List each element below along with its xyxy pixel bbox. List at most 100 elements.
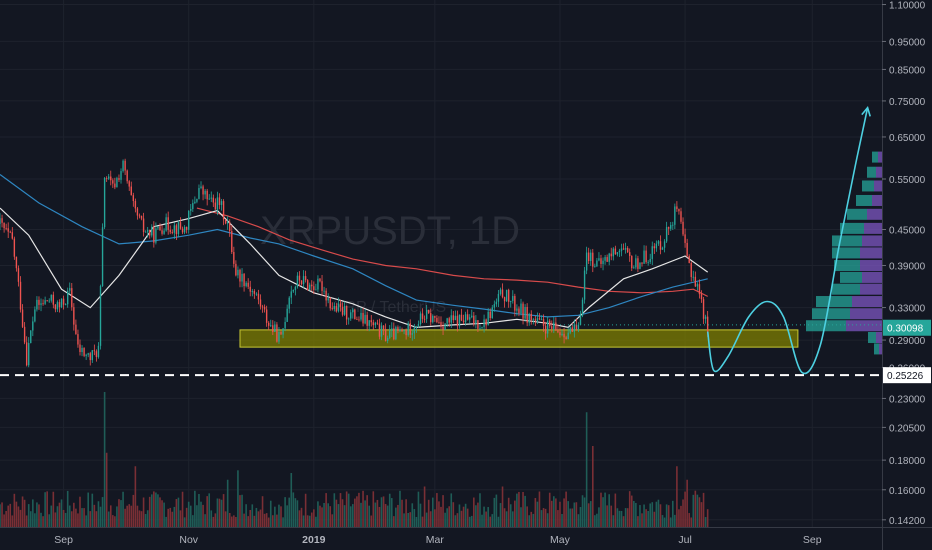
volume-bar-2019-01-22 (356, 496, 358, 527)
volume-bar-2018-12-18 (284, 497, 286, 527)
candle-2018-12-20 (288, 297, 290, 309)
volume-bar-2019-02-20 (415, 516, 418, 527)
volume-bar-2019-04-14 (524, 495, 526, 527)
volume-bar-2019-06-15 (651, 502, 654, 527)
volume-bar-2018-12-07 (261, 496, 264, 527)
volume-bar-2019-05-30 (618, 510, 621, 527)
candle-2019-05-28 (614, 248, 617, 255)
volume-bar-2018-10-13 (148, 496, 151, 527)
volume-bar-2018-08-11 (19, 509, 22, 527)
volume-bar-2018-11-02 (189, 505, 192, 527)
candle-2019-06-24 (670, 225, 672, 229)
candle-2018-09-30 (122, 160, 124, 172)
candle-2018-10-06 (134, 201, 137, 209)
price-label-9: 0.29000 (889, 336, 926, 347)
candle-2018-08-19 (36, 299, 38, 310)
volume-bar-2018-10-12 (146, 510, 149, 527)
volume-bar-2019-06-11 (643, 504, 645, 527)
candle-2018-10-21 (165, 217, 167, 231)
candle-2019-04-17 (530, 313, 532, 320)
volume-bar-2019-03-07 (446, 508, 448, 527)
candle-2018-10-11 (144, 231, 147, 233)
candle-2018-10-28 (179, 222, 182, 229)
volume-bar-2018-11-21 (228, 512, 231, 527)
volume-bar-2019-03-29 (491, 514, 494, 527)
candle-2018-10-02 (126, 170, 128, 182)
volume-bar-2019-07-05 (692, 494, 695, 527)
candle-2019-03-26 (485, 319, 487, 326)
volume-bar-2019-02-18 (411, 503, 414, 527)
volume-bar-2019-05-16 (589, 501, 592, 527)
volume-bar-2018-09-21 (103, 392, 106, 527)
price-label-2: 0.85000 (889, 65, 926, 76)
volume-bar-2018-10-04 (130, 505, 133, 527)
time-label-5: Jul (678, 534, 691, 546)
volume-bar-2019-05-05 (567, 501, 569, 527)
volume-bar-2019-02-15 (405, 499, 407, 527)
candle-2019-01-30 (372, 322, 375, 326)
volume-bar-2019-03-27 (487, 507, 489, 527)
volume-bar-2018-10-03 (128, 504, 131, 527)
candle-2019-04-02 (499, 289, 502, 294)
volume-bar-2018-11-25 (237, 470, 239, 527)
volume-bar-2019-03-26 (485, 511, 487, 527)
volume-bar-2019-02-06 (386, 505, 389, 527)
volume-bar-2019-03-19 (470, 515, 473, 527)
volume-bar-2018-12-24 (296, 500, 299, 527)
volume-bar-2018-11-14 (214, 513, 217, 527)
volume-bar-2019-05-20 (598, 507, 600, 527)
candle-2018-09-05 (71, 288, 73, 308)
volume-bar-2019-05-31 (620, 510, 623, 527)
volume-bar-2019-06-17 (655, 501, 658, 527)
candles (0, 158, 709, 368)
volume-bar-2019-03-12 (456, 513, 459, 527)
volume-bar-2018-08-17 (32, 499, 34, 527)
candle-2018-09-10 (81, 347, 83, 353)
volume-bar-2018-12-19 (286, 505, 288, 527)
volume-bar-2018-08-01 (0, 504, 1, 527)
price-label-15: 0.14200 (889, 516, 926, 527)
candle-2018-10-26 (175, 225, 178, 235)
candle-2018-08-01 (0, 218, 1, 224)
volume-bar-2019-01-06 (323, 502, 325, 527)
candle-2019-02-11 (397, 327, 399, 331)
support-zone (239, 329, 799, 348)
volume-bar-2018-12-06 (259, 509, 262, 527)
candle-2018-08-21 (40, 303, 42, 305)
volume-bar-2018-08-03 (3, 514, 5, 527)
volume-profile-bar-1-down (876, 166, 882, 178)
candle-2018-08-20 (38, 299, 40, 305)
candle-2018-08-17 (32, 321, 34, 331)
volume-bar-2019-04-07 (509, 504, 512, 527)
candle-2018-12-21 (290, 291, 292, 298)
volume-profile-bar-11-down (852, 296, 882, 308)
volume-bar-2018-09-26 (114, 516, 116, 527)
candle-2019-05-19 (596, 260, 598, 267)
volume-bar-2019-06-21 (663, 517, 666, 527)
candle-2019-01-03 (317, 278, 319, 290)
volume-bar-2019-03-06 (444, 512, 446, 527)
volume-profile-bar-1-up (867, 166, 876, 178)
candle-2019-04-21 (538, 318, 541, 320)
candle-2019-03-02 (436, 317, 438, 323)
candle-2018-09-25 (112, 180, 114, 184)
volume-bar-2019-02-16 (407, 512, 409, 527)
volume-bar-2019-01-04 (319, 505, 321, 527)
candle-2018-11-22 (231, 230, 233, 253)
volume-bar-2019-05-17 (591, 446, 594, 527)
candle-2018-11-14 (214, 202, 217, 210)
candle-2019-03-18 (469, 317, 471, 320)
volume-bar-2019-07-08 (698, 497, 701, 527)
volume-bar-2019-05-04 (565, 491, 567, 527)
volume-bar-2019-05-27 (612, 515, 615, 527)
volume-profile-bar-4-down (867, 208, 882, 220)
time-axis[interactable]: Sep Nov 2019 Mar May Jul Sep (0, 527, 932, 547)
candle-2018-11-30 (247, 282, 249, 287)
candle-2018-12-24 (296, 275, 299, 287)
volume-bar-2018-08-13 (23, 499, 26, 527)
volume-bar-2018-11-12 (210, 510, 213, 527)
candle-2018-09-01 (62, 298, 65, 305)
candle-2018-12-27 (302, 276, 305, 285)
